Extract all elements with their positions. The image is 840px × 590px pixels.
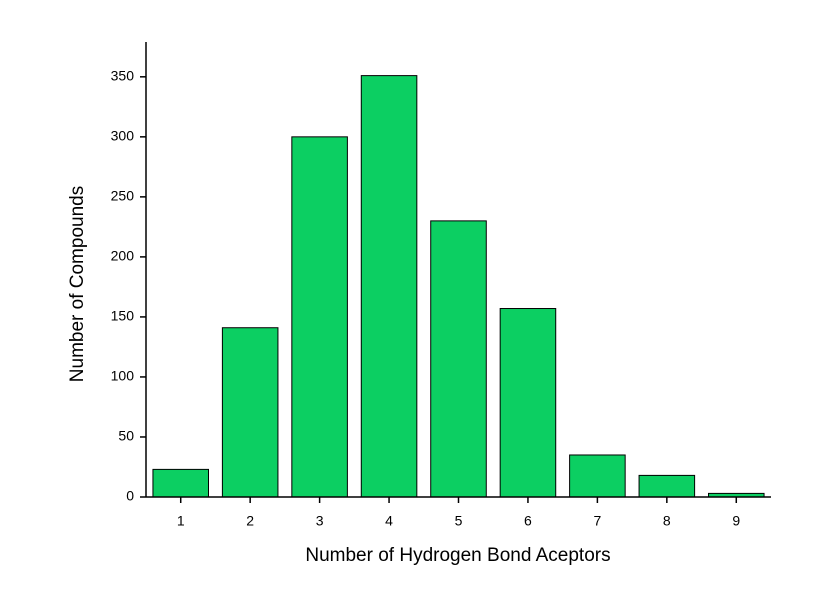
y-tick-label: 50 xyxy=(118,428,134,444)
x-tick-label: 6 xyxy=(524,513,532,529)
y-tick-label: 200 xyxy=(111,248,135,264)
y-axis-title: Number of Compounds xyxy=(67,186,88,382)
bar xyxy=(152,468,209,498)
bar xyxy=(569,454,626,498)
bar xyxy=(638,474,696,498)
x-tick-label: 1 xyxy=(177,513,185,529)
bar xyxy=(499,308,557,498)
x-axis-title: Number of Hydrogen Bond Aceptors xyxy=(305,545,610,566)
bar xyxy=(221,327,279,498)
bar xyxy=(430,220,487,498)
y-tick-label: 100 xyxy=(111,368,135,384)
x-tick-label: 3 xyxy=(316,513,324,529)
x-tick-label: 7 xyxy=(593,513,601,529)
y-tick-label: 250 xyxy=(111,188,135,204)
y-tick-label: 0 xyxy=(126,488,134,504)
y-tick-label: 150 xyxy=(111,308,135,324)
bar xyxy=(360,75,418,498)
y-tick-label: 300 xyxy=(111,128,135,144)
y-tick-label: 350 xyxy=(111,68,135,84)
x-tick-label: 9 xyxy=(732,513,740,529)
x-tick-label: 8 xyxy=(663,513,671,529)
x-tick-label: 2 xyxy=(246,513,254,529)
x-tick-label: 4 xyxy=(385,513,393,529)
bar xyxy=(291,136,348,498)
x-tick-label: 5 xyxy=(455,513,463,529)
